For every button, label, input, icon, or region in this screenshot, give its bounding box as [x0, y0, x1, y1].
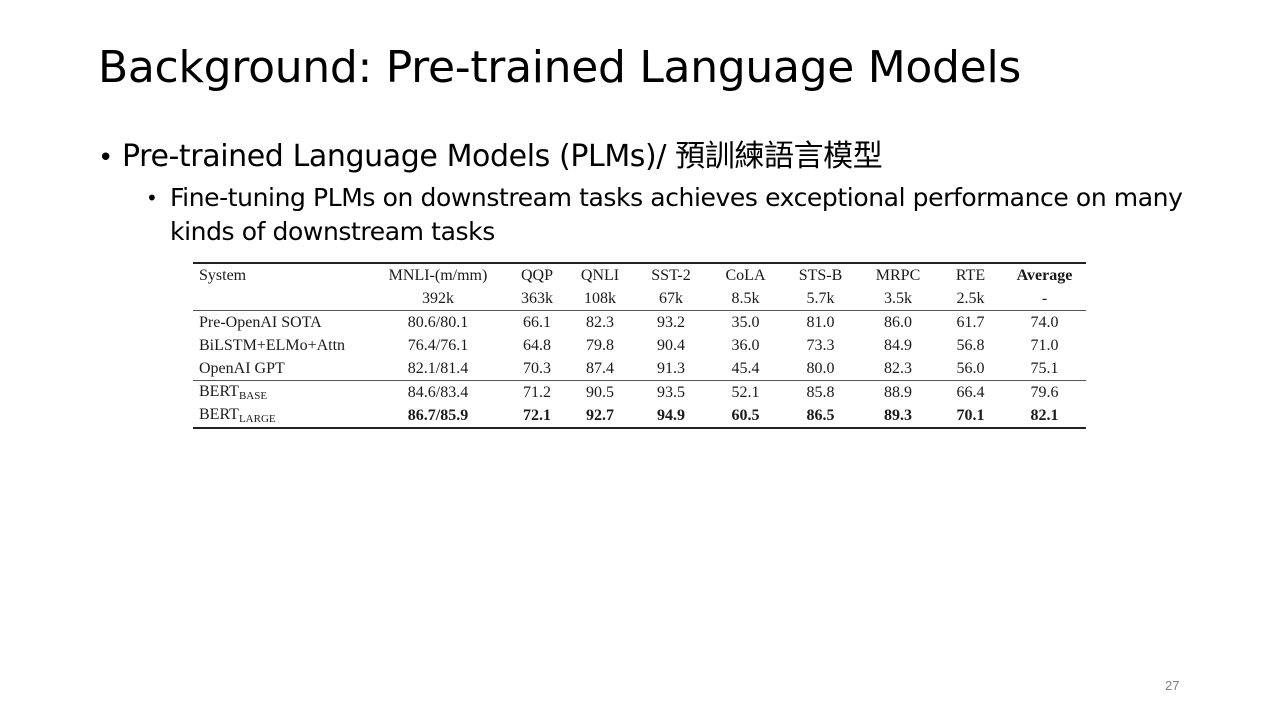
table-row: BiLSTM+ELMo+Attn 76.4/76.1 64.8 79.8 90.…: [193, 334, 1086, 357]
table-cell-system: BERTLARGE: [193, 404, 368, 429]
table-header-cell: STS-B: [783, 262, 858, 287]
table-cell: 82.1: [1003, 404, 1086, 429]
table-cell: 66.4: [938, 380, 1003, 404]
table-cell: 3.5k: [884, 289, 912, 307]
table-cell: 71.2: [508, 380, 566, 404]
table-row: BERTBASE 84.6/83.4 71.2 90.5 93.5 52.1 8…: [193, 380, 1086, 404]
bullet-level-1-text: Pre-trained Language Models (PLMs)/ 預訓練語…: [122, 139, 883, 174]
table-cell: 88.9: [858, 380, 938, 404]
table-cell: 363k: [521, 289, 553, 307]
table-cell: 2.5k: [956, 289, 985, 307]
table-cell: 92.7: [566, 404, 634, 429]
table-cell: 64.8: [523, 336, 551, 354]
table-cell: 35.0: [708, 310, 783, 334]
table-cell: 93.2: [634, 310, 708, 334]
table-cell: 86.0: [858, 310, 938, 334]
table-cell: 108k: [584, 289, 616, 307]
table-cell: 90.5: [566, 380, 634, 404]
table-cell: 73.3: [806, 336, 835, 354]
table-cell: 86.7/85.9: [368, 404, 508, 429]
bullet-level-2-text: Fine-tuning PLMs on downstream tasks ach…: [170, 183, 1183, 246]
table-cell: 79.6: [1003, 380, 1086, 404]
table-cell: 90.4: [657, 336, 685, 354]
table-cell: 71.0: [1030, 336, 1059, 354]
table-cell: [193, 287, 368, 311]
table-cell: -: [1041, 289, 1048, 307]
table-cell: 76.4/76.1: [407, 336, 469, 354]
system-name: BERT: [199, 383, 239, 400]
table-cell: 94.9: [634, 404, 708, 429]
table-cell: 82.3: [566, 310, 634, 334]
system-subscript: LARGE: [238, 413, 276, 425]
bullet-dot: •: [98, 143, 113, 173]
table-cell: 87.4: [586, 359, 614, 377]
table-cell: 392k: [422, 289, 454, 307]
table-cell: 79.8: [586, 336, 614, 354]
table-row: Pre-OpenAI SOTA 80.6/80.1 66.1 82.3 93.2…: [193, 310, 1086, 334]
table-cell: 8.5k: [731, 289, 760, 307]
system-name: BERT: [199, 406, 239, 423]
table-cell: 86.5: [783, 404, 858, 429]
bullet-dot: •: [146, 186, 158, 210]
table-header-cell: Average: [1003, 262, 1086, 287]
table-cell: 45.4: [731, 359, 760, 377]
table-cell: 70.3: [523, 359, 551, 377]
table-cell: 5.7k: [806, 289, 835, 307]
table-size-row: 392k 363k 108k 67k 8.5k 5.7k 3.5k 2.5k -: [193, 287, 1086, 311]
table-cell: 60.5: [708, 404, 783, 429]
table-header-cell: SST-2: [634, 262, 708, 287]
table-header-cell: System: [193, 262, 368, 287]
table-cell-system: BiLSTM+ELMo+Attn: [199, 336, 346, 354]
table-cell-system: Pre-OpenAI SOTA: [193, 310, 368, 334]
bullet-level-2: • Fine-tuning PLMs on downstream tasks a…: [146, 181, 1196, 249]
table-cell: 91.3: [657, 359, 685, 377]
table-cell: 80.6/80.1: [368, 310, 508, 334]
table-cell: 82.3: [884, 359, 912, 377]
table-header-cell: QQP: [508, 262, 566, 287]
table-row: BERTLARGE 86.7/85.9 72.1 92.7 94.9 60.5 …: [193, 404, 1086, 429]
slide-title: Background: Pre-trained Language Models: [98, 42, 1021, 93]
table-row: OpenAI GPT 82.1/81.4 70.3 87.4 91.3 45.4…: [193, 357, 1086, 381]
table-header-row: System MNLI-(m/mm) QQP QNLI SST-2 CoLA S…: [193, 262, 1086, 287]
table-cell: 93.5: [634, 380, 708, 404]
table-cell: 81.0: [783, 310, 858, 334]
table-cell: 72.1: [508, 404, 566, 429]
table-cell-system: OpenAI GPT: [199, 359, 285, 377]
table-cell: 75.1: [1030, 359, 1059, 377]
table-cell: 85.8: [783, 380, 858, 404]
table-cell: 56.0: [956, 359, 985, 377]
table-cell: 82.1/81.4: [407, 359, 469, 377]
table-cell: 61.7: [938, 310, 1003, 334]
table-cell: 89.3: [858, 404, 938, 429]
table-cell: 70.1: [938, 404, 1003, 429]
table-cell: 84.9: [884, 336, 912, 354]
table-cell: 36.0: [731, 336, 760, 354]
table-cell-system: BERTBASE: [193, 380, 368, 404]
table-cell: 67k: [659, 289, 683, 307]
table-cell: 56.8: [956, 336, 985, 354]
table-cell: 74.0: [1003, 310, 1086, 334]
bullet-level-1: • Pre-trained Language Models (PLMs)/ 預訓練…: [98, 131, 1198, 175]
table-header-cell: CoLA: [708, 262, 783, 287]
table-cell: 80.0: [806, 359, 835, 377]
table-cell: 66.1: [508, 310, 566, 334]
table-header-cell: RTE: [938, 262, 1003, 287]
table-header-cell: MRPC: [858, 262, 938, 287]
page-number: 27: [1165, 678, 1180, 693]
table-header-cell: MNLI-(m/mm): [368, 262, 508, 287]
table-cell: 84.6/83.4: [368, 380, 508, 404]
system-subscript: BASE: [238, 390, 268, 402]
table-cell: 52.1: [708, 380, 783, 404]
table-header-cell: QNLI: [566, 262, 634, 287]
glue-results-table: System MNLI-(m/mm) QQP QNLI SST-2 CoLA S…: [193, 262, 1086, 429]
